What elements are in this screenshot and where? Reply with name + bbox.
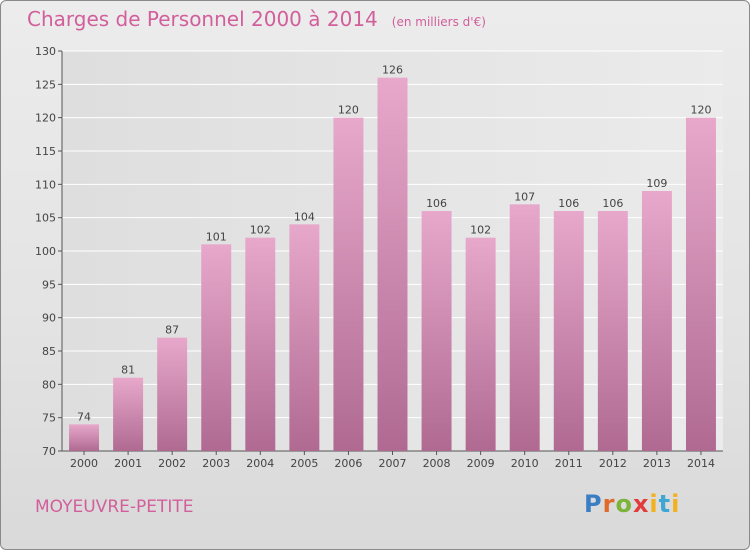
x-tick-label: 2010 <box>511 457 539 470</box>
x-tick-label: 2004 <box>246 457 274 470</box>
bar <box>289 224 320 451</box>
chart-subtitle: (en milliers d'€) <box>391 15 486 29</box>
value-label: 106 <box>558 197 579 210</box>
bar <box>245 237 276 451</box>
x-tick-label: 2012 <box>599 457 627 470</box>
bar <box>421 211 452 451</box>
bar <box>641 191 672 451</box>
value-label: 109 <box>646 177 667 190</box>
y-tick-label: 95 <box>42 278 56 291</box>
y-tick-label: 105 <box>35 212 56 225</box>
bar <box>685 117 716 452</box>
bar <box>333 117 364 452</box>
y-tick-label: 90 <box>42 312 56 325</box>
chart-title: Charges de Personnel 2000 à 2014 (en mill… <box>27 7 486 31</box>
y-tick-label: 110 <box>35 178 56 191</box>
bar <box>69 424 100 451</box>
y-tick-label: 125 <box>35 78 56 91</box>
bar <box>157 337 188 451</box>
x-tick-label: 2001 <box>114 457 142 470</box>
chart-title-text: Charges de Personnel 2000 à 2014 <box>27 7 378 31</box>
value-label: 104 <box>294 210 315 223</box>
x-tick-label: 2009 <box>467 457 495 470</box>
x-tick-label: 2006 <box>334 457 362 470</box>
bar <box>597 211 628 451</box>
bar <box>553 211 584 451</box>
bar <box>465 237 496 451</box>
value-label: 107 <box>514 190 535 203</box>
y-tick-label: 130 <box>35 45 56 58</box>
x-tick-label: 2007 <box>379 457 407 470</box>
proxiti-logo: Proxiti <box>584 490 681 518</box>
y-tick-label: 115 <box>35 145 56 158</box>
value-label: 102 <box>250 224 271 237</box>
y-tick-label: 75 <box>42 412 56 425</box>
value-label: 81 <box>121 364 135 377</box>
bar <box>113 377 144 451</box>
y-tick-label: 85 <box>42 345 56 358</box>
x-tick-label: 2008 <box>423 457 451 470</box>
bar <box>201 244 232 451</box>
value-label: 74 <box>77 410 91 423</box>
x-tick-label: 2013 <box>643 457 671 470</box>
value-label: 87 <box>165 324 179 337</box>
x-tick-label: 2002 <box>158 457 186 470</box>
y-tick-label: 70 <box>42 445 56 458</box>
x-tick-label: 2005 <box>290 457 318 470</box>
bar <box>377 77 408 452</box>
location-label: MOYEUVRE-PETITE <box>35 497 194 517</box>
value-label: 120 <box>338 104 359 117</box>
value-label: 106 <box>426 197 447 210</box>
x-tick-label: 2011 <box>555 457 583 470</box>
value-label: 120 <box>690 104 711 117</box>
x-tick-label: 2014 <box>687 457 715 470</box>
value-label: 126 <box>382 64 403 77</box>
y-tick-label: 120 <box>35 112 56 125</box>
y-tick-label: 80 <box>42 378 56 391</box>
bar <box>509 204 540 451</box>
value-label: 106 <box>602 197 623 210</box>
y-tick-label: 100 <box>35 245 56 258</box>
x-tick-label: 2000 <box>70 457 98 470</box>
value-label: 101 <box>206 230 227 243</box>
x-tick-label: 2003 <box>202 457 230 470</box>
value-label: 102 <box>470 224 491 237</box>
